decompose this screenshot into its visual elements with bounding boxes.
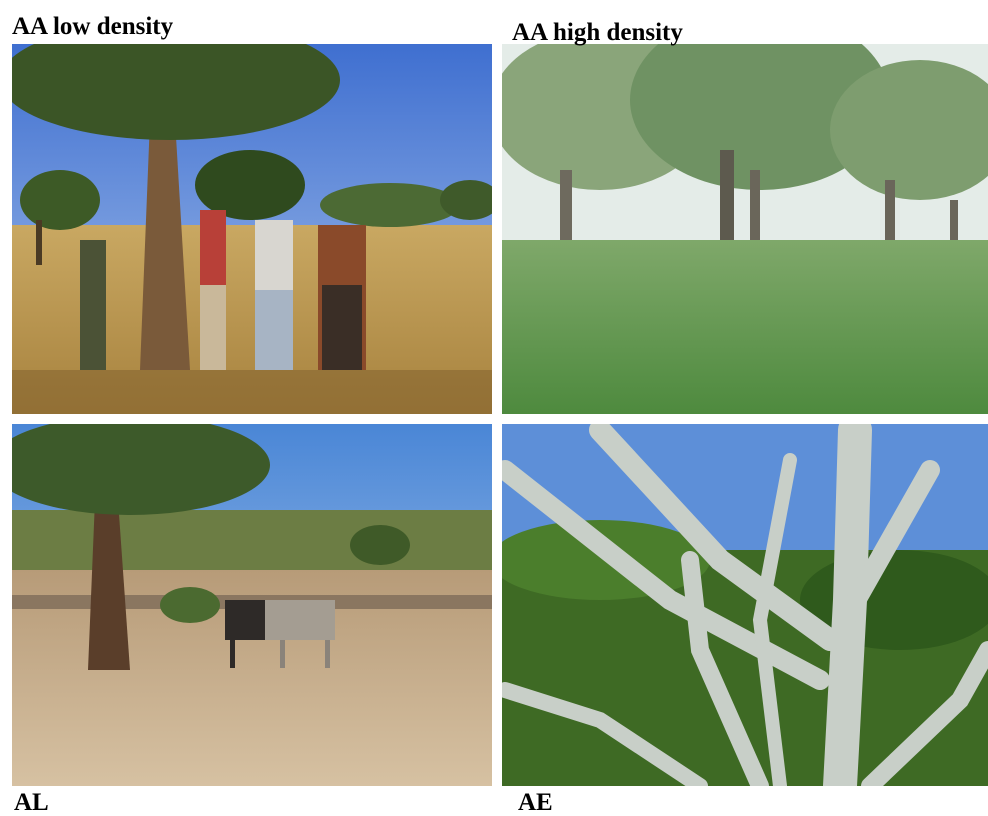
photo-aa-low-density [12,44,492,414]
panel-label: AA high density [512,19,683,46]
photo-al [12,424,492,786]
panel-label: AA low density [12,13,174,40]
photo-ae [502,424,988,786]
panel-label: AL [14,789,49,816]
photo-aa-high-density [502,44,988,414]
panel-label: AE [518,789,553,816]
